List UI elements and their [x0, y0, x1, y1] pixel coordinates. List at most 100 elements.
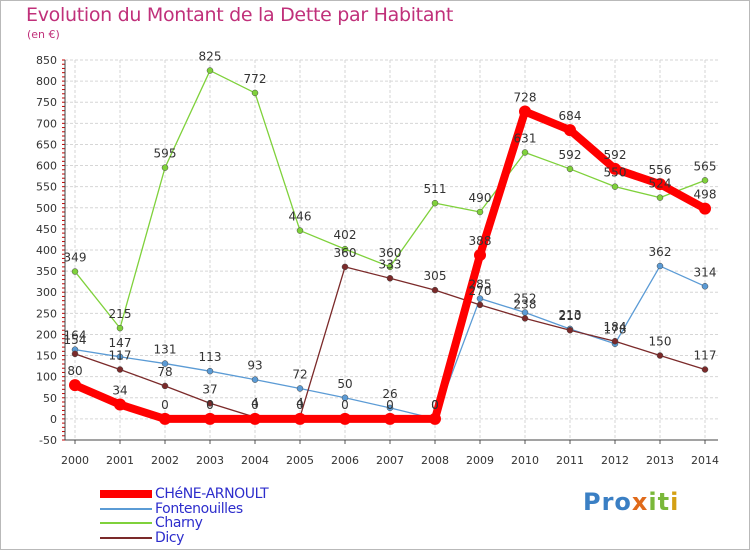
data-label: 349	[64, 251, 87, 265]
y-axis-unit: (en €)	[27, 28, 60, 41]
legend-label: Fontenouilles	[155, 500, 243, 517]
y-tick-label: 650	[36, 138, 57, 151]
data-label: 178	[604, 323, 627, 337]
x-tick-label: 2002	[151, 454, 179, 467]
data-label: 80	[67, 364, 82, 378]
y-tick-label: 350	[36, 265, 57, 278]
data-label: 37	[202, 382, 217, 396]
data-label: 4	[296, 396, 304, 410]
data-label: 446	[289, 210, 312, 224]
y-tick-label: 250	[36, 307, 57, 320]
data-label: 238	[514, 297, 537, 311]
data-point	[116, 353, 124, 361]
data-label: 26	[382, 387, 397, 401]
data-label: 360	[334, 246, 357, 260]
data-point	[476, 208, 484, 216]
data-label: 565	[694, 159, 717, 173]
data-point	[476, 301, 484, 309]
data-point	[249, 412, 261, 425]
data-point	[206, 367, 214, 375]
data-label: 213	[559, 308, 582, 322]
data-point	[386, 404, 394, 412]
legend-label: Dicy	[155, 529, 185, 546]
x-tick-label: 2006	[331, 454, 359, 467]
x-tick-label: 2011	[556, 454, 584, 467]
y-tick-label: 150	[36, 350, 57, 363]
data-label: 498	[694, 188, 717, 202]
data-point	[611, 337, 619, 345]
data-label: 285	[469, 278, 492, 292]
x-tick-label: 2009	[466, 454, 494, 467]
legend-swatch	[100, 507, 152, 510]
data-label: 215	[109, 307, 132, 321]
data-point	[521, 149, 529, 156]
data-point	[341, 245, 349, 253]
data-point	[654, 178, 666, 191]
data-label: 728	[514, 91, 537, 105]
data-label: 314	[694, 265, 717, 279]
data-label: 131	[154, 343, 177, 357]
data-label: 490	[469, 191, 492, 205]
y-tick-label: 700	[36, 117, 57, 130]
data-point	[116, 324, 124, 332]
data-point	[386, 263, 394, 271]
data-point	[161, 360, 169, 367]
data-label: 164	[64, 329, 87, 343]
data-point	[656, 194, 664, 201]
data-point	[116, 366, 124, 373]
data-point	[656, 262, 664, 270]
data-label: 184	[604, 320, 627, 334]
chart-title: Evolution du Montant de la Dette par Hab…	[26, 4, 454, 26]
data-label: 0	[161, 398, 169, 412]
data-label: 511	[424, 182, 447, 196]
data-point	[431, 199, 439, 207]
data-point	[701, 366, 709, 373]
data-label: 362	[649, 245, 672, 259]
data-point	[71, 350, 79, 358]
data-point	[341, 263, 349, 271]
data-point	[566, 165, 574, 173]
data-label: 72	[292, 367, 307, 381]
legend-item: Charny	[100, 515, 203, 531]
data-point	[609, 162, 621, 175]
data-point	[114, 398, 126, 411]
y-tick-label: 200	[36, 328, 57, 341]
data-label: 270	[469, 284, 492, 298]
data-point	[386, 275, 394, 282]
data-label: 388	[469, 234, 492, 248]
x-tick-label: 2008	[421, 454, 449, 467]
x-tick-label: 2012	[601, 454, 629, 467]
y-tick-label: 750	[36, 96, 57, 109]
x-tick-label: 2007	[376, 454, 404, 467]
data-point	[656, 352, 664, 359]
data-label: 34	[112, 384, 127, 398]
x-tick-label: 2005	[286, 454, 314, 467]
y-tick-label: 400	[36, 244, 57, 257]
data-label: 0	[386, 398, 394, 412]
data-point	[339, 412, 351, 425]
data-label: 78	[157, 365, 172, 379]
data-point	[701, 283, 709, 290]
data-label: 117	[109, 348, 132, 362]
data-point	[161, 382, 169, 390]
y-tick-label: 600	[36, 160, 57, 173]
data-point	[431, 286, 439, 294]
data-label: 592	[559, 148, 582, 162]
legend-item: Dicy	[100, 529, 185, 546]
data-label: 147	[109, 336, 132, 350]
legend-label: Charny	[155, 515, 203, 531]
data-label: 360	[379, 246, 402, 260]
x-tick-label: 2013	[646, 454, 674, 467]
data-label: 50	[337, 377, 352, 391]
data-label: 772	[244, 72, 267, 86]
data-point	[71, 268, 79, 275]
legend-item: Fontenouilles	[100, 500, 243, 517]
data-point	[341, 394, 349, 402]
data-point	[429, 412, 441, 425]
data-label: 556	[649, 163, 672, 177]
data-label: 0	[251, 398, 259, 412]
data-label: 210	[559, 309, 582, 323]
data-label: 0	[341, 398, 349, 412]
data-point	[566, 326, 574, 334]
